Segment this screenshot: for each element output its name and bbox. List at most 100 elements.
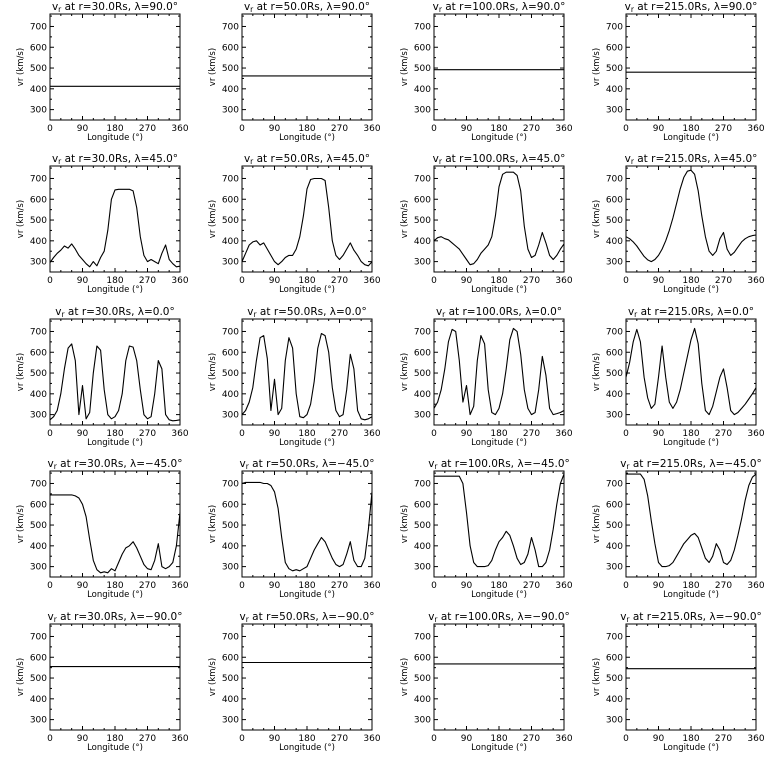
chart-title: vr at r=50.0Rs, λ=−45.0° [240, 458, 375, 471]
y-tick-label: 300 [414, 716, 431, 726]
y-tick-label: 400 [414, 695, 431, 705]
y-tick-label: 600 [222, 653, 239, 663]
title-text: at r=30.0Rs, λ=90.0° [61, 1, 178, 13]
y-tick-label: 500 [30, 64, 47, 74]
y-tick-label: 400 [606, 542, 623, 552]
title-variable: v [628, 306, 634, 318]
x-tick-label: 360 [171, 429, 188, 439]
plot-frame [241, 623, 373, 731]
y-tick-label: 700 [222, 174, 239, 184]
y-tick-label: 600 [222, 500, 239, 510]
title-subscript: r [54, 462, 58, 471]
x-tick-label: 90 [77, 124, 89, 134]
x-tick-label: 360 [171, 734, 188, 744]
y-tick-label: 500 [30, 369, 47, 379]
y-tick-label: 300 [414, 563, 431, 573]
chart-panel: vr at r=100.0Rs, λ=−90.0° 0 90 180 270 360 300… [400, 611, 573, 753]
title-text: at r=50.0Rs, λ=45.0° [253, 153, 370, 165]
y-tick-label: 400 [222, 695, 239, 705]
x-tick-label: 0 [431, 429, 437, 439]
title-subscript: r [254, 310, 258, 319]
y-tick-label: 600 [30, 653, 47, 663]
y-tick-label: 500 [606, 369, 623, 379]
y-tick-label: 600 [222, 195, 239, 205]
data-line [49, 343, 181, 422]
y-axis-label: vr (km/s) [592, 353, 602, 391]
x-tick-label: 0 [47, 276, 53, 286]
title-variable: v [52, 153, 58, 165]
plot-frame [49, 318, 181, 426]
x-tick-label: 360 [363, 734, 380, 744]
data-line [433, 327, 565, 416]
x-tick-label: 360 [555, 124, 572, 134]
y-tick-label: 400 [606, 695, 623, 705]
x-tick-label: 270 [139, 734, 156, 744]
x-tick-label: 270 [523, 734, 540, 744]
y-axis-label: vr (km/s) [592, 48, 602, 86]
y-tick-label: 700 [414, 632, 431, 642]
x-tick-label: 180 [490, 581, 507, 591]
x-axis-label: Longitude (°) [279, 743, 335, 753]
x-tick-label: 360 [555, 581, 572, 591]
plot-frame [241, 470, 373, 578]
x-tick-label: 360 [747, 429, 764, 439]
x-tick-label: 90 [77, 581, 89, 591]
x-tick-label: 90 [461, 124, 473, 134]
title-text: at r=100.0Rs, λ=90.0° [442, 1, 565, 13]
x-tick-label: 0 [431, 124, 437, 134]
x-tick-label: 270 [331, 734, 348, 744]
x-tick-label: 180 [298, 124, 315, 134]
plot-frame [433, 13, 565, 121]
x-tick-label: 270 [139, 581, 156, 591]
y-tick-label: 400 [222, 237, 239, 247]
y-axis-label: vr (km/s) [16, 353, 26, 391]
chart-panel: vr at r=215.0Rs, λ=0.0° 0 90 180 270 360 300 40… [592, 306, 765, 448]
y-tick-label: 300 [222, 411, 239, 421]
chart-panel: vr at r=50.0Rs, λ=−45.0° 0 90 180 270 360 300 4… [208, 458, 381, 600]
x-tick-label: 360 [363, 429, 380, 439]
y-tick-label: 300 [606, 411, 623, 421]
y-tick-label: 300 [606, 716, 623, 726]
y-tick-label: 400 [414, 237, 431, 247]
title-text: at r=30.0Rs, λ=45.0° [61, 153, 178, 165]
y-axis-label: vr (km/s) [400, 658, 410, 696]
y-tick-label: 400 [30, 85, 47, 95]
y-axis-label: vr (km/s) [400, 48, 410, 86]
y-tick-label: 500 [30, 674, 47, 684]
y-tick-label: 500 [222, 369, 239, 379]
y-tick-label: 700 [414, 479, 431, 489]
y-axis-label: vr (km/s) [592, 658, 602, 696]
title-subscript: r [442, 310, 446, 319]
x-tick-label: 360 [363, 581, 380, 591]
x-tick-label: 270 [331, 124, 348, 134]
y-tick-label: 300 [30, 411, 47, 421]
title-variable: v [240, 611, 246, 623]
x-tick-label: 90 [461, 581, 473, 591]
x-tick-label: 270 [331, 581, 348, 591]
title-text: at r=215.0Rs, λ=0.0° [637, 306, 754, 318]
y-tick-label: 500 [222, 521, 239, 531]
y-axis-label: vr (km/s) [592, 505, 602, 543]
y-tick-label: 700 [30, 327, 47, 337]
data-line [434, 473, 565, 568]
x-tick-label: 0 [623, 429, 629, 439]
x-tick-label: 0 [47, 124, 53, 134]
y-axis-label: vr (km/s) [208, 48, 218, 86]
plot-frame [49, 13, 181, 121]
x-tick-label: 90 [653, 581, 665, 591]
x-tick-label: 180 [106, 276, 123, 286]
plot-frame [625, 623, 757, 731]
y-tick-label: 700 [222, 22, 239, 32]
chart-title: vr at r=30.0Rs, λ=−90.0° [48, 611, 183, 624]
title-text: at r=50.0Rs, λ=−90.0° [249, 611, 375, 623]
chart-title: vr at r=30.0Rs, λ=0.0° [55, 306, 174, 319]
x-tick-label: 0 [431, 734, 437, 744]
y-tick-label: 500 [414, 216, 431, 226]
data-line [626, 473, 757, 568]
y-axis-label: vr (km/s) [400, 353, 410, 391]
y-tick-label: 300 [30, 716, 47, 726]
chart-title: vr at r=100.0Rs, λ=−90.0° [428, 611, 570, 624]
x-tick-label: 270 [139, 276, 156, 286]
x-tick-label: 90 [77, 429, 89, 439]
title-subscript: r [54, 615, 58, 624]
